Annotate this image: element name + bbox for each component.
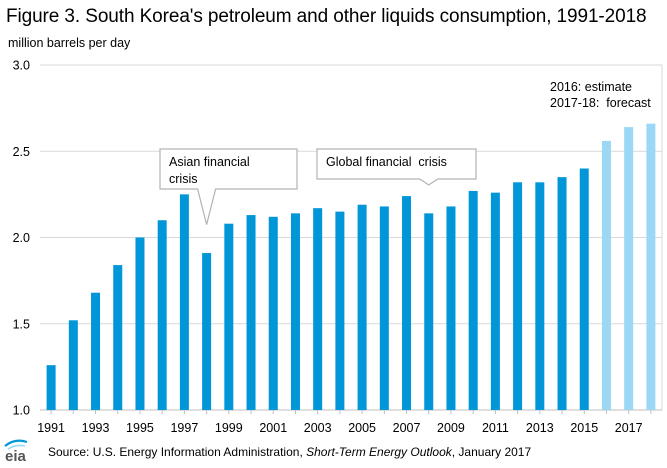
bar-2007: [402, 196, 412, 410]
bar-forecast-2016: [601, 140, 611, 410]
callout-text: crisis: [169, 172, 197, 186]
bar-1996: [157, 220, 167, 410]
bar-2015: [579, 168, 589, 410]
x-tick-label: 1995: [126, 421, 154, 435]
x-tick-label: 1991: [37, 421, 65, 435]
bar-forecast-2017: [624, 127, 634, 410]
bar-1998: [202, 253, 212, 410]
chart-title: Figure 3. South Korea's petroleum and ot…: [6, 6, 647, 27]
bar-1999: [224, 223, 234, 410]
eia-logo-text: eia: [5, 448, 27, 463]
x-tick-label: 2017: [615, 421, 643, 435]
x-tick-label: 2001: [259, 421, 287, 435]
source-publication: Short-Term Energy Outlook: [306, 445, 452, 459]
callout-text: Global financial crisis: [326, 155, 447, 169]
bar-1997: [179, 194, 189, 410]
bar-2010: [468, 190, 478, 410]
bar-2002: [290, 213, 300, 410]
bar-1993: [91, 292, 101, 410]
eia-logo: eia: [2, 437, 36, 468]
bar-1995: [135, 237, 145, 410]
bar-2008: [424, 213, 434, 410]
callout-box-2008: [316, 148, 477, 186]
callout-text: Asian financial: [169, 155, 250, 169]
bar-2006: [379, 206, 389, 410]
bar-2000: [246, 215, 256, 410]
projection-note: 2017-18: forecast: [550, 96, 651, 110]
source-prefix: Source: U.S. Energy Information Administ…: [48, 445, 307, 459]
y-tick-label: 2.0: [13, 231, 30, 245]
x-tick-label: 2015: [570, 421, 598, 435]
bar-2001: [268, 216, 278, 410]
bar-2014: [557, 177, 567, 410]
x-tick-label: 2003: [304, 421, 332, 435]
bar-1991: [46, 365, 56, 410]
bar-1994: [113, 265, 123, 410]
y-tick-label: 1.0: [13, 404, 30, 418]
x-tick-label: 1997: [170, 421, 198, 435]
y-tick-label: 3.0: [13, 59, 30, 73]
bar-forecast-2018: [646, 123, 656, 411]
source-suffix: , January 2017: [451, 445, 532, 459]
x-tick-label: 1993: [82, 421, 110, 435]
bar-2011: [490, 192, 500, 410]
bar-2013: [535, 182, 545, 410]
x-tick-label: 1999: [215, 421, 243, 435]
x-tick-label: 2009: [437, 421, 465, 435]
y-tick-label: 2.5: [13, 145, 30, 159]
callout-box-1998: [159, 148, 298, 225]
bar-2004: [335, 211, 345, 410]
source-note: Source: U.S. Energy Information Administ…: [48, 445, 531, 459]
x-tick-label: 2005: [348, 421, 376, 435]
x-tick-label: 2007: [393, 421, 421, 435]
bar-2009: [446, 206, 456, 410]
projection-note: 2016: estimate: [550, 80, 632, 94]
bar-1992: [68, 320, 78, 410]
x-tick-label: 2011: [482, 421, 509, 435]
bar-2005: [357, 204, 367, 410]
bar-2003: [313, 208, 323, 410]
bar-2012: [513, 182, 523, 410]
y-tick-label: 1.5: [13, 317, 30, 331]
y-axis-unit-label: million barrels per day: [8, 36, 131, 50]
x-tick-label: 2013: [526, 421, 554, 435]
